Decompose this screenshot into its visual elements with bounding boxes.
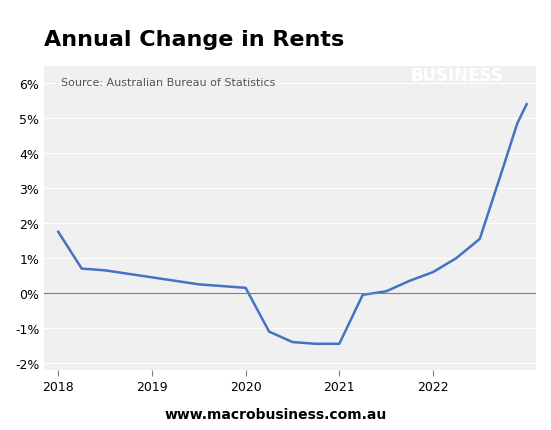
Text: Annual Change in Rents: Annual Change in Rents bbox=[44, 30, 344, 50]
Text: www.macrobusiness.com.au: www.macrobusiness.com.au bbox=[164, 408, 387, 421]
Text: MACRO: MACRO bbox=[423, 41, 491, 59]
Text: BUSINESS: BUSINESS bbox=[411, 66, 504, 84]
Text: Source: Australian Bureau of Statistics: Source: Australian Bureau of Statistics bbox=[61, 77, 275, 87]
